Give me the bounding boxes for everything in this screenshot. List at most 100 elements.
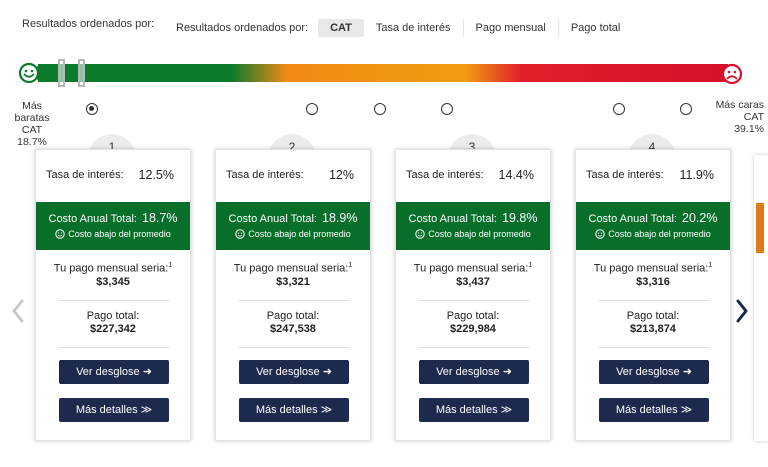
more-details-button[interactable]: Más detalles ≫: [599, 398, 709, 422]
offer-card: Tasa de interés: 14.4% Costo Anual Total: …: [395, 149, 551, 441]
cat-block: Costo Anual Total: 19.8% Costo abajo del …: [396, 202, 550, 250]
divider: [58, 300, 170, 301]
happy-face-icon: [595, 229, 605, 239]
chevron-left-icon[interactable]: [10, 298, 26, 324]
cat-value: 20.2%: [682, 211, 718, 225]
footnote-marker: 1: [528, 262, 533, 269]
total-payment-label: Pago total:: [266, 310, 320, 322]
cat-label: Costo Anual Total:: [48, 213, 137, 225]
slider-handle-right-grip[interactable]: [78, 59, 85, 87]
monthly-payment-label: Tu pago mensual seria:: [593, 262, 709, 275]
offer-card: Tasa de interés: 12.5% Costo Anual Total: …: [35, 149, 191, 441]
divider: [238, 300, 350, 301]
sort-heading: Resultados ordenados por:: [22, 18, 155, 30]
view-breakdown-button[interactable]: Ver desglose ➜: [419, 360, 529, 384]
cat-value: 19.8%: [502, 211, 538, 225]
happy-face-icon: [55, 229, 65, 239]
range-marker-radio[interactable]: [441, 103, 453, 115]
cat-note: Costo abajo del promedio: [608, 229, 711, 239]
view-breakdown-button[interactable]: Ver desglose ➜: [599, 360, 709, 384]
total-payment-block: Pago total: $247,538: [216, 310, 370, 335]
footnote-marker: 1: [708, 262, 713, 269]
cheapest-cat-value: 18.7%: [17, 136, 47, 148]
cat-label: Costo Anual Total:: [408, 213, 497, 225]
sort-option-total-payment[interactable]: Pago total: [570, 22, 621, 34]
monthly-payment-block: Tu pago mensual seria:1 $3,316: [576, 262, 730, 288]
interest-rate-row: Tasa de interés: 12%: [216, 168, 370, 182]
sort-option-interest-rate[interactable]: Tasa de interés: [364, 19, 464, 37]
monthly-payment-label: Tu pago mensual seria:: [53, 262, 169, 275]
sort-option-cat[interactable]: CAT: [318, 19, 364, 37]
range-marker-radio[interactable]: [613, 103, 625, 115]
monthly-payment-label: Tu pago mensual seria:: [233, 262, 349, 275]
slider-handle-left-grip[interactable]: [58, 59, 65, 87]
range-marker-radio[interactable]: [374, 103, 386, 115]
sort-option-monthly-payment[interactable]: Pago mensual: [464, 19, 559, 37]
total-payment-value: $213,874: [630, 323, 676, 335]
cheapest-label: Más baratas CAT 18.7%: [12, 100, 52, 148]
cat-value: 18.9%: [322, 211, 358, 225]
total-payment-value: $227,342: [90, 323, 136, 335]
view-breakdown-button[interactable]: Ver desglose ➜: [59, 360, 169, 384]
total-payment-label: Pago total:: [446, 310, 500, 322]
interest-rate-label: Tasa de interés:: [46, 169, 124, 181]
cat-range-bar: [38, 64, 728, 82]
divider: [418, 300, 530, 301]
total-payment-value: $229,984: [450, 323, 496, 335]
range-marker-radio[interactable]: [306, 103, 318, 115]
monthly-payment-value: $3,345: [96, 275, 130, 288]
offer-card-next-peek: [754, 155, 768, 441]
happy-face-icon: [18, 62, 40, 84]
cat-block: Costo Anual Total: 18.7% Costo abajo del …: [36, 202, 190, 250]
range-marker-radio[interactable]: [86, 103, 98, 115]
divider: [598, 300, 710, 301]
interest-rate-row: Tasa de interés: 14.4%: [396, 168, 550, 182]
monthly-payment-label: Tu pago mensual seria:: [413, 262, 529, 275]
total-payment-value: $247,538: [270, 323, 316, 335]
offer-card: Tasa de interés: 12% Costo Anual Total: 18…: [215, 149, 371, 441]
monthly-payment-block: Tu pago mensual seria:1 $3,345: [36, 262, 190, 288]
most-expensive-label: Más caras CAT 39.1%: [706, 99, 764, 135]
sort-bar: Resultados ordenados por: CAT Tasa de in…: [176, 19, 632, 37]
divider: [58, 347, 170, 348]
interest-rate-value: 12.5%: [138, 168, 174, 182]
total-payment-block: Pago total: $213,874: [576, 310, 730, 335]
sort-label: Resultados ordenados por:: [176, 22, 309, 34]
cat-label: Costo Anual Total:: [588, 213, 677, 225]
monthly-payment-value: $3,316: [636, 275, 670, 288]
interest-rate-label: Tasa de interés:: [586, 169, 664, 181]
divider: [418, 347, 530, 348]
more-details-button[interactable]: Más detalles ≫: [419, 398, 529, 422]
interest-rate-row: Tasa de interés: 11.9%: [576, 168, 730, 182]
cat-note: Costo abajo del promedio: [68, 229, 171, 239]
interest-rate-label: Tasa de interés:: [406, 169, 484, 181]
total-payment-block: Pago total: $227,342: [36, 310, 190, 335]
interest-rate-value: 11.9%: [679, 168, 714, 182]
chevron-right-icon[interactable]: [734, 298, 750, 324]
footnote-marker: 1: [348, 262, 353, 269]
cat-block: Costo Anual Total: 18.9% Costo abajo del …: [216, 202, 370, 250]
interest-rate-value: 14.4%: [498, 168, 534, 182]
monthly-payment-block: Tu pago mensual seria:1 $3,321: [216, 262, 370, 288]
total-payment-label: Pago total:: [626, 310, 680, 322]
most-expensive-cat-value: 39.1%: [734, 123, 764, 135]
cat-block: Costo Anual Total: 20.2% Costo abajo del …: [576, 202, 730, 250]
footnote-marker: 1: [168, 262, 173, 269]
monthly-payment-value: $3,321: [276, 275, 310, 288]
more-details-button[interactable]: Más detalles ≫: [239, 398, 349, 422]
happy-face-icon: [415, 229, 425, 239]
range-marker-radio[interactable]: [680, 103, 692, 115]
monthly-payment-block: Tu pago mensual seria:1 $3,437: [396, 262, 550, 288]
interest-rate-value: 12%: [328, 168, 354, 182]
range-slider-handle[interactable]: [58, 59, 88, 87]
offer-card: Tasa de interés: 11.9% Costo Anual Total: …: [575, 149, 731, 441]
cat-note: Costo abajo del promedio: [248, 229, 351, 239]
interest-rate-row: Tasa de interés: 12.5%: [36, 168, 190, 182]
total-payment-block: Pago total: $229,984: [396, 310, 550, 335]
more-details-button[interactable]: Más detalles ≫: [59, 398, 169, 422]
total-payment-label: Pago total:: [86, 310, 140, 322]
view-breakdown-button[interactable]: Ver desglose ➜: [239, 360, 349, 384]
interest-rate-label: Tasa de interés:: [226, 169, 304, 181]
monthly-payment-value: $3,437: [456, 275, 490, 288]
cat-note: Costo abajo del promedio: [428, 229, 531, 239]
